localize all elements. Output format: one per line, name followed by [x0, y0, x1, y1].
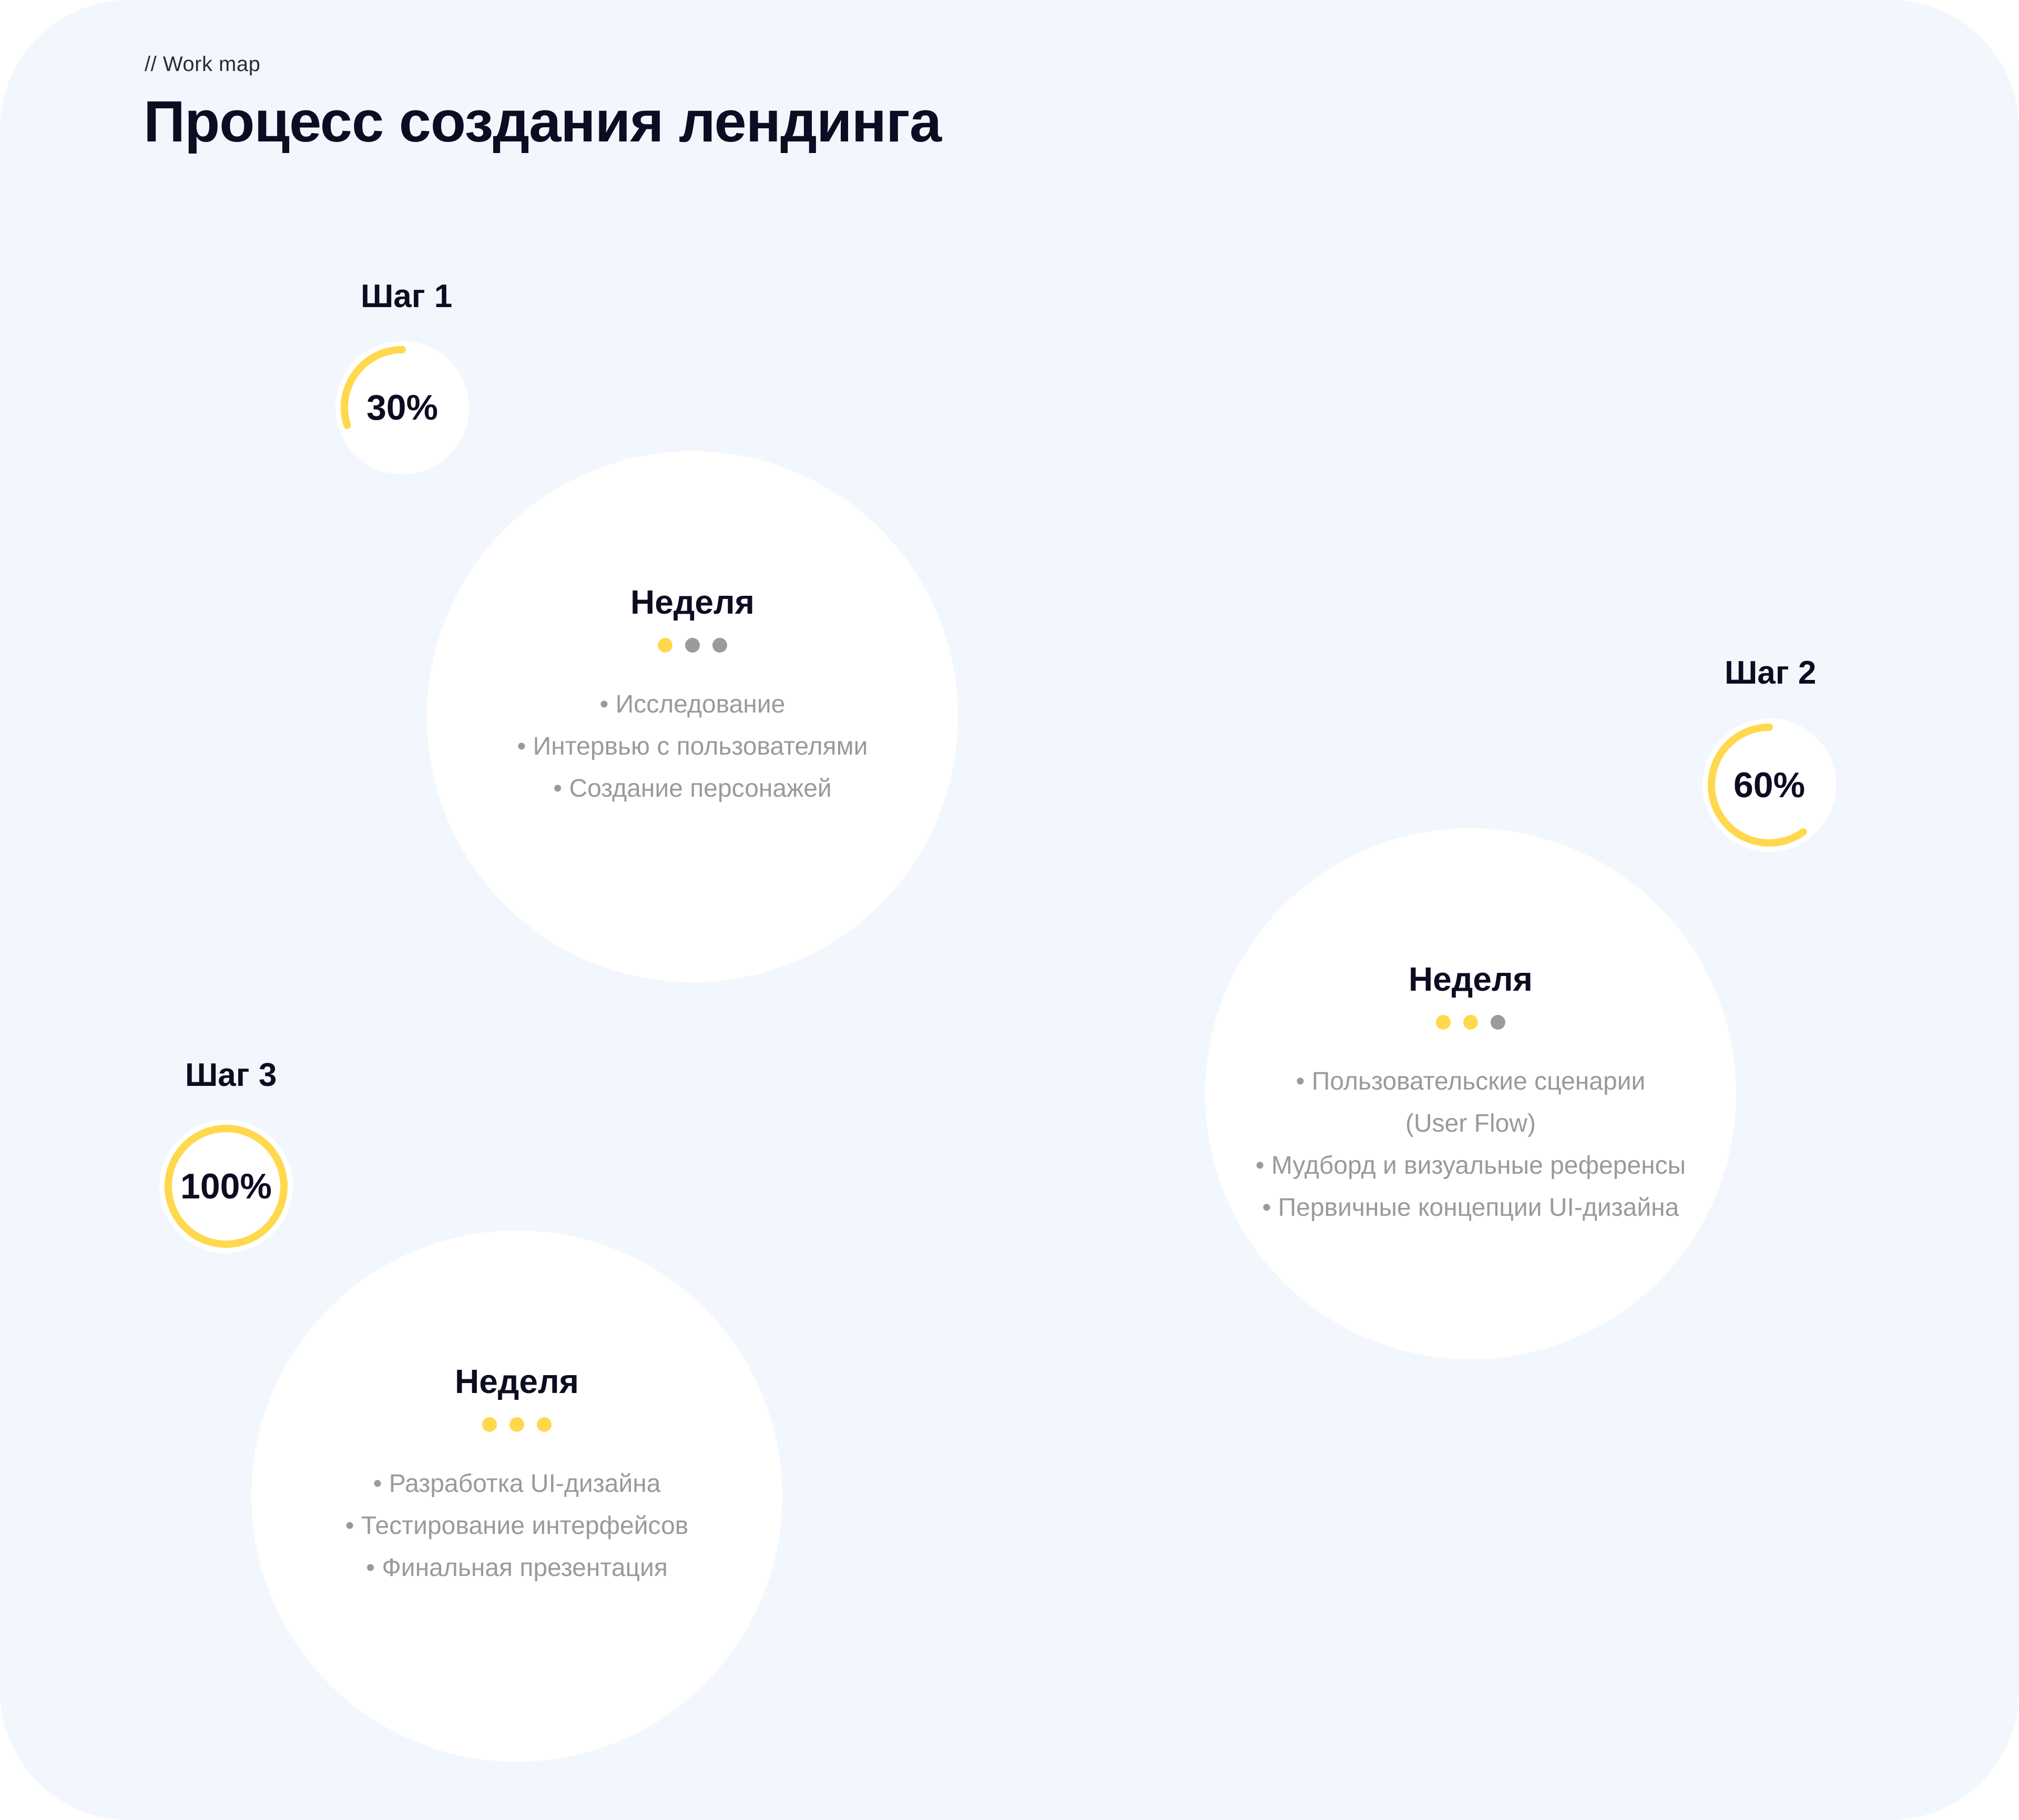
- task-item: • Интервью с пользователями: [517, 733, 868, 760]
- progress-dot-filled: [1463, 1015, 1478, 1030]
- step-3-week-title: Неделя: [454, 1363, 579, 1400]
- task-item: • Первичные концепции UI-дизайна: [1262, 1194, 1679, 1222]
- gauge-arc: [165, 1125, 288, 1248]
- step-2-label: Шаг 2: [1725, 655, 1817, 691]
- task-item: • Разработка UI-дизайна: [373, 1470, 661, 1498]
- step-1-task-list: • Исследование • Интервью с пользователям…: [427, 684, 958, 810]
- step-1-week-card: Неделя • Исследование • Интервью с пользо…: [427, 451, 958, 982]
- task-item: • Создание персонажей: [553, 775, 832, 802]
- step-3-task-list: • Разработка UI-дизайна • Тестирование ин…: [251, 1463, 782, 1589]
- step-1-percent: 30%: [366, 388, 439, 428]
- gauge-arc: [1708, 724, 1807, 847]
- step-2-week-title: Неделя: [1408, 960, 1533, 998]
- step-2-week-dots: [1205, 1015, 1736, 1030]
- step-2-progress-gauge: 60%: [1701, 717, 1838, 853]
- gauge-arc: [341, 346, 406, 429]
- task-item: • Исследование: [599, 690, 786, 718]
- step-2-percent: 60%: [1733, 765, 1806, 805]
- page-title: Процесс создания лендинга: [144, 89, 942, 154]
- progress-dot-empty: [1491, 1015, 1505, 1030]
- step-2-task-list: • Пользовательские сценарии (User Flow) • …: [1205, 1061, 1736, 1229]
- progress-dot-filled: [509, 1417, 524, 1432]
- step-3-week-dots: [251, 1417, 782, 1432]
- step-1-week-dots: [427, 638, 958, 653]
- section-eyebrow: // Work map: [145, 53, 261, 76]
- progress-dot-filled: [1436, 1015, 1451, 1030]
- progress-dot-filled: [658, 638, 672, 653]
- step-3-label: Шаг 3: [185, 1057, 277, 1093]
- step-2-week-card: Неделя • Пользовательские сценарии (User …: [1205, 828, 1736, 1359]
- step-1-week-title: Неделя: [630, 583, 755, 621]
- task-item: (User Flow): [1405, 1110, 1536, 1137]
- progress-dot-filled: [482, 1417, 497, 1432]
- step-3-percent: 100%: [180, 1166, 272, 1206]
- task-item: • Финальная презентация: [366, 1554, 668, 1582]
- step-1-label: Шаг 1: [361, 278, 453, 314]
- progress-dot-empty: [712, 638, 727, 653]
- gauge-track: [159, 1120, 293, 1253]
- task-item: • Пользовательские сценарии: [1296, 1067, 1646, 1095]
- progress-dot-filled: [537, 1417, 552, 1432]
- progress-dot-empty: [685, 638, 700, 653]
- gauge-track: [1702, 718, 1836, 852]
- step-1-progress-gauge: 30%: [334, 339, 471, 476]
- gauge-track: [335, 341, 469, 474]
- step-3-progress-gauge: 100%: [158, 1118, 294, 1255]
- task-item: • Тестирование интерфейсов: [345, 1512, 689, 1540]
- task-item: • Мудборд и визуальные референсы: [1255, 1152, 1686, 1180]
- step-3-week-card: Неделя • Разработка UI-дизайна • Тестиров…: [251, 1231, 782, 1762]
